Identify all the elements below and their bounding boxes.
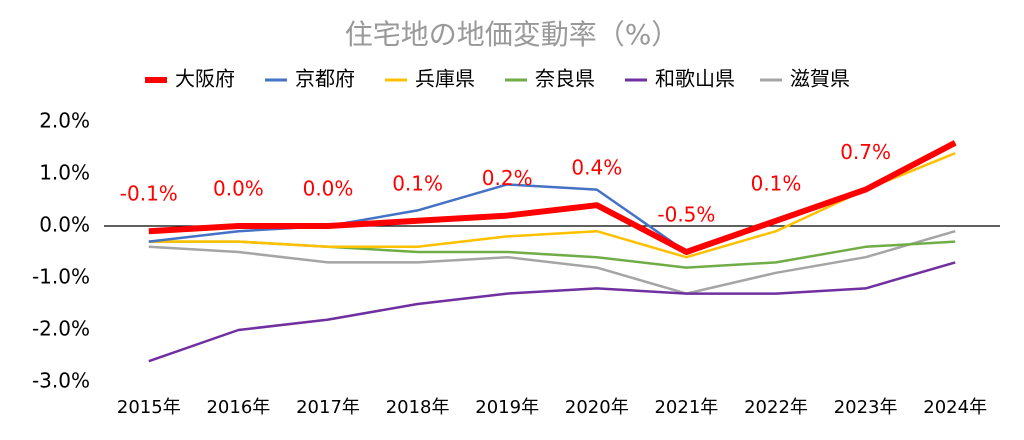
data-label: -0.1% <box>120 182 178 206</box>
legend-label: 兵庫県 <box>415 67 475 91</box>
legend-label: 京都府 <box>295 67 355 91</box>
x-tick-label: 2024年 <box>923 397 987 418</box>
y-tick-label: 0.0% <box>39 213 90 237</box>
x-tick-label: 2020年 <box>565 397 629 418</box>
data-label: 0.1% <box>392 171 443 195</box>
x-tick-label: 2017年 <box>296 397 360 418</box>
y-tick-label: -3.0% <box>32 369 90 393</box>
x-tick-label: 2018年 <box>386 397 450 418</box>
legend-label: 滋賀県 <box>790 67 850 91</box>
data-label: -0.5% <box>657 203 715 227</box>
x-tick-label: 2021年 <box>654 397 718 418</box>
y-tick-label: -2.0% <box>32 317 90 341</box>
y-tick-label: 2.0% <box>39 109 90 133</box>
x-tick-label: 2019年 <box>475 397 539 418</box>
data-label: 0.7% <box>840 140 891 164</box>
chart-title: 住宅地の地価変動率（%） <box>345 18 680 51</box>
series-line <box>148 261 956 363</box>
data-label: 0.2% <box>482 166 533 190</box>
series-line <box>148 140 957 255</box>
legend-label: 奈良県 <box>535 67 595 91</box>
data-label: 0.0% <box>303 177 354 201</box>
y-tick-label: 1.0% <box>39 161 90 185</box>
series-line <box>148 229 956 295</box>
x-tick-label: 2015年 <box>117 397 181 418</box>
x-tick-label: 2023年 <box>834 397 898 418</box>
data-label: 0.4% <box>571 156 622 180</box>
x-tick-label: 2016年 <box>206 397 270 418</box>
y-tick-label: -1.0% <box>32 265 90 289</box>
data-label: 0.1% <box>751 171 802 195</box>
legend-label: 大阪府 <box>175 67 235 91</box>
series-line <box>148 152 956 259</box>
x-tick-label: 2022年 <box>744 397 808 418</box>
legend-label: 和歌山県 <box>655 67 735 91</box>
data-label: 0.0% <box>213 177 264 201</box>
